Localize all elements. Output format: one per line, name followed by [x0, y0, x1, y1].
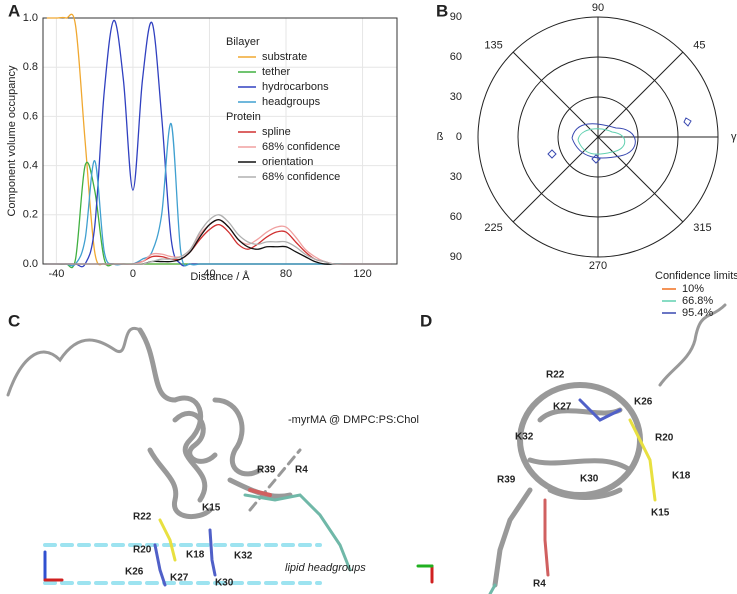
y-tick-label: 0.6 [23, 110, 38, 122]
panel-label: C [8, 311, 20, 330]
residue-label: R39 [257, 465, 276, 476]
residue-label: K30 [215, 578, 234, 589]
y-tick-label: 0.2 [23, 209, 38, 221]
contour [547, 117, 692, 164]
x-tick-label: 80 [280, 268, 292, 280]
angle-label: γ=0 [731, 131, 737, 143]
legend-heading: Bilayer [226, 36, 260, 48]
panel-label: B [436, 1, 448, 20]
angle-label: 90 [592, 2, 604, 14]
legend-label: orientation [262, 156, 313, 168]
series-line [46, 223, 392, 265]
legend-label: 68% confidence [262, 141, 340, 153]
residue-label: K26 [634, 397, 653, 408]
y-tick-label: 0.4 [23, 160, 38, 172]
x-tick-label: 40 [203, 268, 215, 280]
residue-label: K32 [234, 551, 253, 562]
residue-label: R39 [497, 475, 516, 486]
y-axis-label: Component volume occupancy [6, 65, 18, 217]
x-tick-label: -40 [48, 268, 64, 280]
residue-label: R4 [295, 465, 308, 476]
plot-frame [42, 17, 398, 265]
residue-label: R22 [133, 512, 152, 523]
legend-heading: Protein [226, 111, 261, 123]
spoke [597, 51, 684, 138]
panel-label: A [8, 1, 20, 20]
y-tick-label: 0.0 [23, 258, 38, 270]
r-tick-label: 30 [450, 171, 462, 183]
series-line [46, 214, 392, 265]
legend-label: tether [262, 66, 290, 78]
series-line [46, 219, 392, 265]
contour [577, 128, 626, 155]
residue-label: K32 [515, 432, 534, 443]
x-tick-label: 0 [130, 268, 136, 280]
residue-label: R22 [546, 370, 565, 381]
angle-label: 45 [693, 40, 705, 52]
residue-label: K15 [651, 508, 670, 519]
x-axis-label: Distance / Å [190, 270, 250, 283]
residue-label: K27 [170, 573, 189, 584]
legend-label: 95.4% [682, 307, 713, 319]
legend-label: 66.8% [682, 295, 713, 307]
residue-label: K27 [553, 402, 572, 413]
legend-title: Confidence limits [655, 270, 737, 282]
residue-label: K18 [186, 550, 205, 561]
residue-label: R20 [655, 433, 674, 444]
residue-label: R20 [133, 545, 152, 556]
residue-label: K26 [125, 567, 144, 578]
r-tick-label: 30 [450, 91, 462, 103]
legend-label: headgroups [262, 96, 321, 108]
r-tick-label: 90 [450, 251, 462, 263]
series-line [46, 219, 392, 265]
legend-label: 10% [682, 283, 704, 295]
angle-label: 135 [484, 40, 502, 52]
residue-label: K15 [202, 503, 221, 514]
angle-label: 270 [589, 260, 607, 272]
r-tick-label: 90 [450, 11, 462, 23]
note: -myrMA @ DMPC:PS:Chol [288, 414, 419, 426]
x-tick-label: 120 [353, 268, 371, 280]
residue-label: K18 [672, 471, 691, 482]
r-tick-label: 0 [456, 131, 462, 143]
series-line [46, 13, 392, 266]
panel-label: D [420, 311, 432, 330]
y-tick-label: 0.8 [23, 61, 38, 73]
residue-label: R4 [533, 579, 546, 590]
y-tick-label: 1.0 [23, 12, 38, 24]
y-axis-label: ß [437, 131, 444, 143]
residue-label: K30 [580, 474, 599, 485]
spoke [512, 136, 599, 223]
r-tick-label: 60 [450, 51, 462, 63]
legend-label: spline [262, 126, 291, 138]
panel-c-molecule [6, 326, 352, 587]
spoke [597, 136, 684, 223]
r-tick-label: 60 [450, 211, 462, 223]
legend-label: hydrocarbons [262, 81, 329, 93]
spoke [512, 51, 599, 138]
panel-d-molecule [416, 303, 727, 594]
legend-label: 68% confidence [262, 171, 340, 183]
legend-label: substrate [262, 51, 307, 63]
angle-label: 315 [693, 222, 711, 234]
plane-label: lipid headgroups [285, 562, 366, 574]
angle-label: 225 [484, 222, 502, 234]
